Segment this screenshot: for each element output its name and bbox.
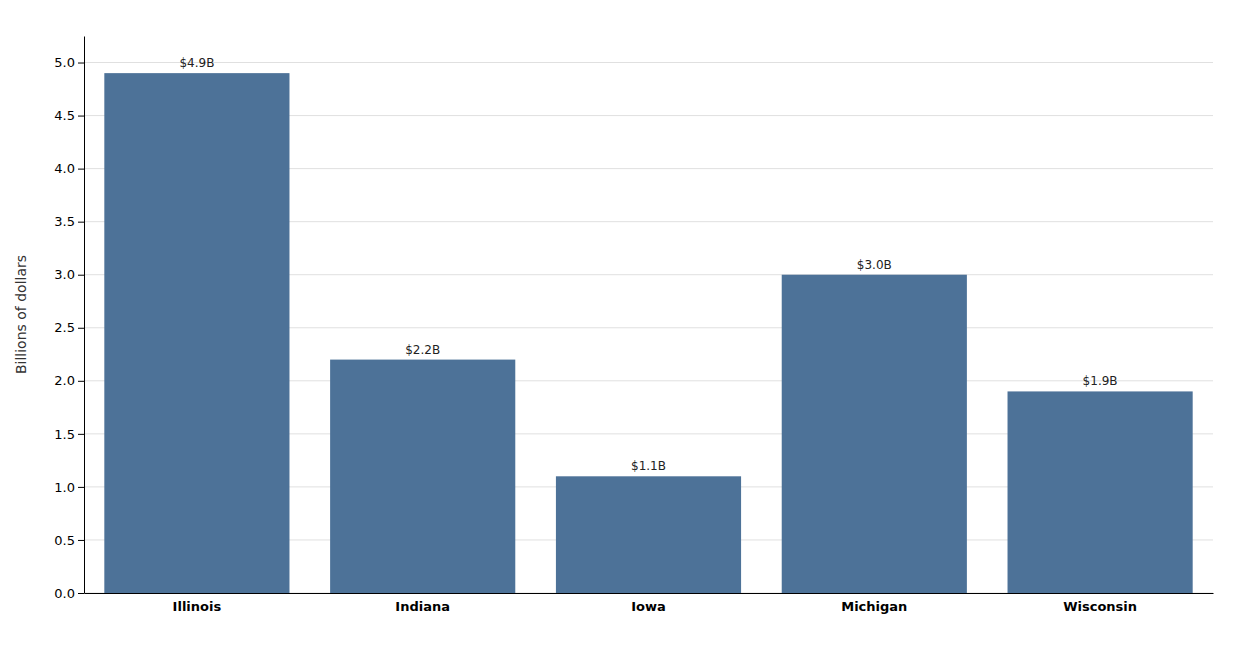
y-tick-label: 4.5 xyxy=(54,108,75,123)
y-tick-label: 0.0 xyxy=(54,586,75,601)
bars xyxy=(104,73,1192,593)
data-label: $3.0B xyxy=(857,258,892,272)
data-labels: $4.9B $2.2B $1.1B $3.0B $1.9B xyxy=(179,56,1117,473)
bar xyxy=(104,73,289,593)
y-tick-mark xyxy=(78,169,84,170)
x-axis-line xyxy=(85,593,1214,594)
y-tick-mark xyxy=(78,116,84,117)
y-tick: 0.5 xyxy=(54,533,84,548)
y-axis-title: Billions of dollars xyxy=(13,255,29,374)
y-tick: 3.0 xyxy=(54,267,84,282)
chart: 0.0 0.5 1.0 1.5 2.0 2.5 3.0 3.5 4.0 4.5 5.0 Illinoi… xyxy=(0,0,1237,645)
x-tick: Wisconsin xyxy=(1063,599,1137,614)
bar xyxy=(782,275,967,593)
y-tick-mark xyxy=(78,328,84,329)
x-tick-label: Wisconsin xyxy=(1063,599,1137,614)
grid-line xyxy=(84,62,1213,63)
y-tick: 4.0 xyxy=(54,161,84,176)
data-label: $1.1B xyxy=(631,459,666,473)
bar xyxy=(556,476,741,593)
bar xyxy=(330,360,515,593)
x-tick-label: Iowa xyxy=(631,599,666,614)
data-label: $4.9B xyxy=(179,56,214,70)
y-tick: 2.0 xyxy=(54,373,84,388)
x-tick-label: Indiana xyxy=(395,599,450,614)
y-tick: 5.0 xyxy=(54,55,84,70)
y-tick-mark xyxy=(78,222,84,223)
y-tick: 0.0 xyxy=(54,586,84,601)
y-tick-label: 2.0 xyxy=(54,373,75,388)
y-axis: 0.0 0.5 1.0 1.5 2.0 2.5 3.0 3.5 4.0 4.5 5.0 xyxy=(54,37,84,601)
data-label: $2.2B xyxy=(405,343,440,357)
y-tick-label: 4.0 xyxy=(54,161,75,176)
bar xyxy=(1008,391,1193,593)
y-tick: 1.0 xyxy=(54,480,84,495)
y-tick-label: 0.5 xyxy=(54,533,75,548)
y-tick: 1.5 xyxy=(54,427,84,442)
x-tick: Indiana xyxy=(395,599,450,614)
x-tick-label: Illinois xyxy=(173,599,222,614)
x-tick: Illinois xyxy=(173,599,222,614)
y-tick: 2.5 xyxy=(54,320,84,335)
y-tick-label: 1.0 xyxy=(54,480,75,495)
x-tick-label: Michigan xyxy=(841,599,907,614)
y-tick: 4.5 xyxy=(54,108,84,123)
x-tick: Michigan xyxy=(841,599,907,614)
y-tick: 3.5 xyxy=(54,214,84,229)
y-axis-line xyxy=(84,37,85,594)
x-axis: Illinois Indiana Iowa Michigan Wisconsin xyxy=(85,594,1214,615)
y-tick-mark xyxy=(78,434,84,435)
y-tick-label: 3.0 xyxy=(54,267,75,282)
data-label: $1.9B xyxy=(1083,374,1118,388)
y-tick-mark xyxy=(78,63,84,64)
x-tick: Iowa xyxy=(631,599,666,614)
y-tick-label: 1.5 xyxy=(54,427,75,442)
y-tick-mark xyxy=(78,487,84,488)
plot: 0.0 0.5 1.0 1.5 2.0 2.5 3.0 3.5 4.0 4.5 5.0 Illinoi… xyxy=(54,37,1213,615)
y-tick-label: 3.5 xyxy=(54,214,75,229)
y-tick-mark xyxy=(78,540,84,541)
y-tick-mark xyxy=(78,381,84,382)
grid xyxy=(84,63,1213,593)
y-tick-mark xyxy=(78,275,84,276)
y-tick-label: 2.5 xyxy=(54,320,75,335)
y-tick-label: 5.0 xyxy=(54,55,75,70)
y-tick-mark xyxy=(78,593,84,594)
